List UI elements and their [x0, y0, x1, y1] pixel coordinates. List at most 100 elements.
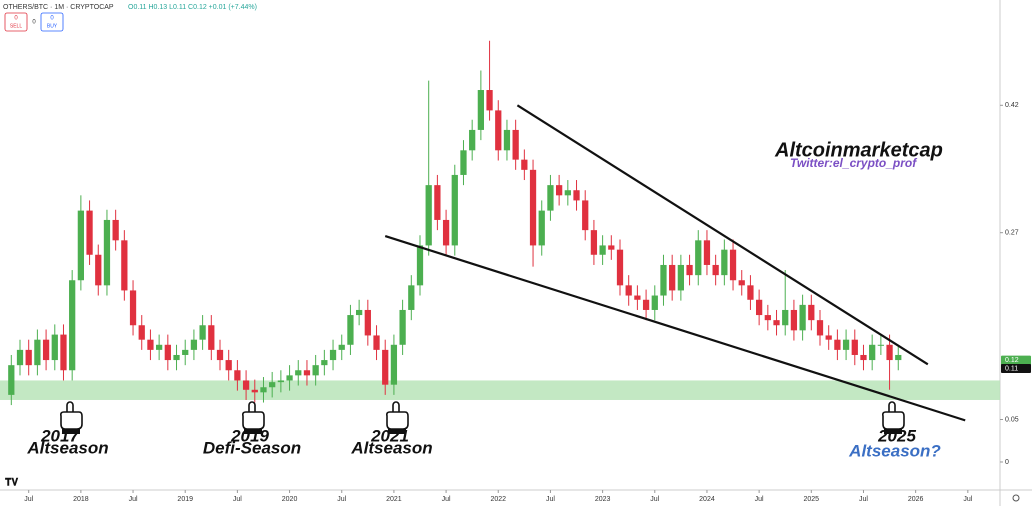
- candle-body: [295, 370, 302, 376]
- candle-body: [329, 349, 337, 361]
- annotation-year: 2021: [370, 426, 409, 445]
- x-tick-label: Jul: [442, 496, 451, 503]
- candle-body: [529, 169, 537, 246]
- candle-body: [477, 90, 484, 130]
- x-tick-label: 2021: [386, 496, 402, 503]
- candle-body: [347, 315, 354, 345]
- candle-body: [16, 349, 24, 366]
- x-tick-label: 2019: [177, 496, 193, 503]
- candle-body: [321, 360, 328, 366]
- candle-body: [34, 339, 41, 366]
- annotation-label: Altseason: [350, 438, 432, 457]
- candle-body: [460, 150, 467, 175]
- candle-body: [216, 349, 224, 361]
- candle-body: [712, 264, 719, 276]
- candle-body: [25, 349, 32, 366]
- annotation-year: 2017: [40, 426, 80, 445]
- chart-title: Altcoinmarketcap: [774, 139, 943, 161]
- symbol: OTHERS/BTC · 1M · CRYPTOCAP: [3, 4, 114, 11]
- candle-body: [303, 370, 311, 376]
- candle-body: [564, 190, 571, 196]
- candle-body: [834, 339, 841, 350]
- candle-body: [442, 219, 450, 246]
- x-tick-label: Jul: [337, 496, 346, 503]
- candle-body: [538, 210, 545, 246]
- sell-button[interactable]: [4, 12, 28, 32]
- x-tick-label: Jul: [755, 496, 764, 503]
- candle-body: [695, 240, 702, 276]
- candle-body: [373, 335, 380, 350]
- candle-body: [721, 249, 728, 276]
- candle-body: [382, 349, 389, 385]
- x-tick-label: Jul: [859, 496, 868, 503]
- candle-body: [51, 334, 58, 361]
- candle-body: [895, 354, 902, 361]
- axis-layer: 0 0.05 0.27 0.42 Jul 2018 Jul 2019 Jul 2020 Jul 202…: [24, 102, 1031, 503]
- candle-body: [886, 344, 893, 361]
- candles-layer: [8, 40, 902, 406]
- zone-layer: [0, 380, 1000, 400]
- candle-body: [182, 349, 189, 355]
- x-tick-label: Jul: [650, 496, 659, 503]
- candle-body: [660, 264, 667, 296]
- candle-body: [764, 315, 771, 321]
- sell-label[interactable]: SELL: [10, 23, 22, 29]
- buy-label[interactable]: BUY: [47, 23, 58, 29]
- candle-body: [121, 240, 128, 291]
- x-tick-label: Jul: [129, 496, 138, 503]
- candle-body: [77, 210, 84, 281]
- candle-body: [434, 185, 441, 220]
- candle-body: [147, 339, 154, 350]
- y-tick-label: 0: [1005, 459, 1009, 466]
- candle-body: [799, 304, 806, 331]
- candle-body: [356, 309, 363, 316]
- candle-body: [138, 325, 145, 340]
- candle-body: [408, 285, 415, 310]
- candle-body: [677, 264, 684, 291]
- candle-body: [503, 129, 511, 151]
- annotation-year: 2019: [230, 426, 269, 445]
- sell-price[interactable]: 0: [14, 16, 18, 22]
- candle-body: [390, 344, 398, 385]
- x-tick-label: 2022: [490, 496, 506, 503]
- candle-body: [495, 110, 502, 151]
- settings-icon[interactable]: [1012, 494, 1020, 502]
- candle-body: [729, 249, 737, 281]
- buy-price[interactable]: 0: [50, 16, 54, 22]
- candle-body: [877, 344, 884, 346]
- candle-body: [112, 219, 119, 241]
- candle-body: [547, 185, 554, 211]
- candle-body: [312, 365, 319, 376]
- candle-body: [573, 190, 580, 201]
- buy-button[interactable]: [40, 12, 64, 32]
- candle-body: [486, 90, 493, 111]
- plot-area: [0, 0, 1000, 490]
- ohlc: O0.11 H0.13 L0.11 C0.12 +0.01 (+7.44%): [128, 4, 257, 11]
- annotation-label: Defi-Season: [203, 438, 301, 457]
- candle-body: [616, 249, 624, 286]
- y-tick-label: 0.42: [1005, 102, 1019, 109]
- trendline-layer: [384, 104, 966, 422]
- candle-body: [469, 129, 476, 151]
- price-tag-label: 0.12: [1005, 357, 1019, 364]
- candle-body: [156, 344, 163, 350]
- candle-body: [590, 230, 598, 255]
- x-tick-label: 2023: [595, 496, 611, 503]
- x-tick-label: Jul: [24, 496, 33, 503]
- candle-body: [703, 240, 711, 265]
- y-tick-label: 0.05: [1005, 416, 1019, 423]
- price-tag-label: 0.11: [1005, 365, 1018, 372]
- candle-body: [234, 370, 241, 381]
- candle-body: [869, 344, 876, 361]
- candle-body: [129, 290, 137, 326]
- x-tick-label: 2020: [282, 496, 298, 503]
- candle-body: [286, 375, 293, 381]
- candle-body: [825, 335, 832, 340]
- x-tick-label: Jul: [546, 496, 555, 503]
- candle-body: [95, 254, 102, 286]
- candle-body: [808, 304, 815, 321]
- candle-body: [651, 295, 658, 310]
- candle-body: [842, 339, 850, 350]
- candle-body: [173, 354, 180, 361]
